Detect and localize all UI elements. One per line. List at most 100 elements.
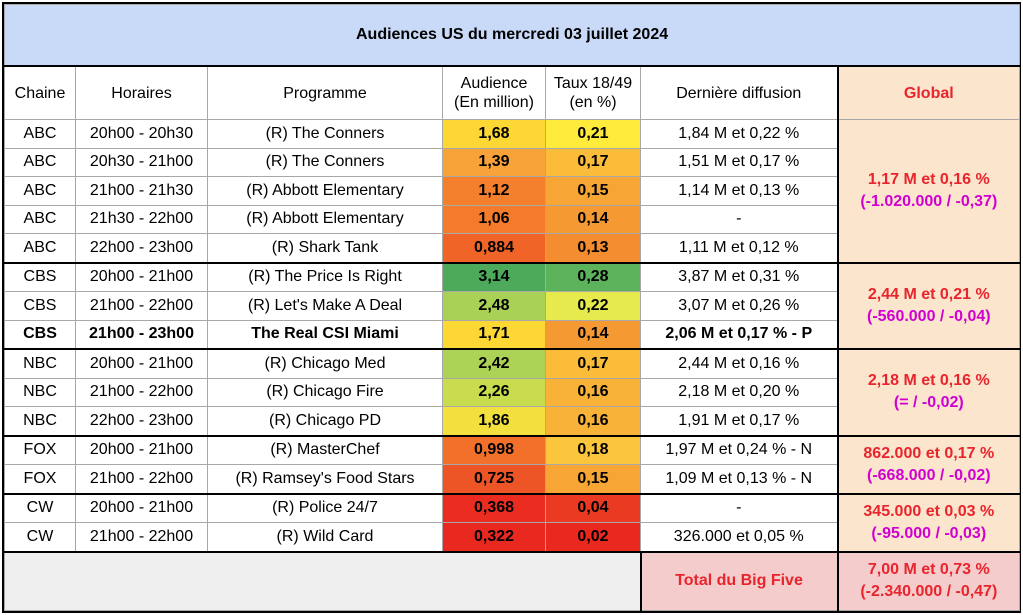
cell-horaires: 21h00 - 22h00 (75, 464, 208, 495)
cell-taux: 0,14 (545, 204, 641, 234)
table-row: ABC 20h00 - 20h30 (R) The Conners 1,68 0,21 1… (4, 119, 1021, 264)
table-row: NBC 22h00 - 23h00 (R) Chicago PD 1,86 0,16 1,… (4, 406, 1020, 437)
header-taux-line2: (en %) (569, 94, 617, 111)
cell-horaires: 22h00 - 23h00 (75, 233, 208, 264)
footer-total-value: 7,00 M et 0,73 % (-2.340.000 / -0,47) (836, 551, 1021, 611)
cell-chaine: FOX (4, 464, 76, 495)
table-row: ABC 21h30 - 22h00 (R) Abbott Elementary 1,0… (4, 204, 1020, 234)
cell-chaine: FOX (4, 435, 76, 465)
cell-taux: 0,04 (545, 493, 641, 523)
cell-horaires: 20h00 - 20h30 (75, 119, 208, 149)
global-abc-delta: (-1.020.000 / -0,37) (860, 192, 998, 210)
cell-programme: (R) Wild Card (207, 522, 443, 553)
header-global: Global (836, 65, 1021, 120)
cell-chaine: CBS (4, 291, 76, 321)
header-audience-line2: (En million) (453, 94, 534, 111)
cell-audience: 2,42 (442, 348, 546, 379)
header-taux: Taux 18/49 (en %) (545, 65, 641, 120)
global-fox-delta: (-668.000 / -0,02) (866, 466, 991, 484)
cell-derniere-diffusion: 1,14 M et 0,13 % (640, 176, 838, 206)
cell-programme: (R) The Conners (207, 119, 443, 149)
cell-derniere-diffusion: 3,07 M et 0,26 % (640, 291, 838, 321)
global-nbc: 2,18 M et 0,16 % (= / -0,02) (836, 348, 1021, 437)
cell-derniere-diffusion: - (640, 493, 838, 523)
cell-programme: (R) Police 24/7 (207, 493, 443, 523)
cell-audience: 2,48 (442, 291, 546, 321)
cell-chaine: ABC (4, 147, 76, 177)
global-abc-main: 1,17 M et 0,16 % (867, 170, 990, 188)
cell-derniere-diffusion: 1,11 M et 0,12 % (640, 233, 838, 264)
cell-taux: 0,14 (545, 319, 641, 350)
cell-taux: 0,13 (545, 233, 641, 264)
cell-audience: 0,322 (442, 522, 546, 553)
cell-programme: (R) Abbott Elementary (207, 176, 443, 206)
cell-horaires: 21h00 - 21h30 (75, 176, 208, 206)
cell-programme: (R) Abbott Elementary (207, 204, 443, 234)
cell-audience: 2,26 (442, 377, 546, 407)
cell-audience: 1,12 (442, 176, 546, 206)
header-chaine: Chaine (4, 65, 76, 120)
table-title: Audiences US du mercredi 03 juillet 2024 (3, 4, 1021, 67)
cell-audience: 1,86 (442, 406, 546, 437)
global-fox: 862.000 et 0,17 % (-668.000 / -0,02) (836, 435, 1021, 495)
footer-empty-cell (4, 551, 642, 611)
cell-programme: (R) Chicago Fire (207, 377, 443, 407)
table-row: CBS 20h00 - 21h00 (R) The Price Is Right 3,… (4, 262, 1021, 350)
header-taux-line1: Taux 18/49 (553, 75, 633, 92)
global-cbs-delta: (-560.000 / -0,04) (866, 307, 991, 325)
cell-horaires: 20h00 - 21h00 (75, 493, 208, 523)
cell-taux: 0,15 (545, 176, 641, 206)
cell-horaires: 21h00 - 22h00 (75, 522, 208, 553)
cell-audience: 0,725 (442, 464, 546, 495)
cell-horaires: 20h00 - 21h00 (75, 348, 208, 379)
table-row: NBC 20h00 - 21h00 (R) Chicago Med 2,42 0,17 2… (4, 348, 1021, 437)
cell-taux: 0,17 (545, 348, 641, 379)
global-nbc-delta: (= / -0,02) (893, 394, 964, 412)
cell-programme: (R) The Conners (207, 147, 443, 177)
cell-taux: 0,02 (545, 522, 641, 553)
cell-chaine: ABC (4, 204, 76, 234)
global-cbs-main: 2,44 M et 0,21 % (867, 285, 990, 303)
cell-chaine: CBS (4, 262, 76, 292)
cell-audience: 3,14 (442, 262, 546, 292)
header-horaires: Horaires (75, 65, 208, 120)
cell-derniere-diffusion: 2,06 M et 0,17 % - P (640, 319, 838, 350)
table-row: CW 20h00 - 21h00 (R) Police 24/7 0,368 0,04-… (4, 493, 1021, 553)
header-derniere-diffusion: Dernière diffusion (640, 65, 838, 120)
cell-chaine: NBC (4, 377, 76, 407)
global-nbc-main: 2,18 M et 0,16 % (867, 372, 990, 390)
cell-derniere-diffusion: 3,87 M et 0,31 % (640, 262, 838, 292)
cell-horaires: 21h00 - 22h00 (75, 377, 208, 407)
cell-chaine: ABC (4, 233, 76, 264)
global-cw-delta: (-95.000 / -0,03) (871, 524, 987, 542)
cell-horaires: 20h00 - 21h00 (75, 435, 208, 465)
cell-programme: The Real CSI Miami (207, 319, 443, 350)
audience-table: Audiences US du mercredi 03 juillet 2024… (3, 4, 1021, 611)
cell-audience: 0,998 (442, 435, 546, 465)
cell-horaires: 21h00 - 22h00 (75, 291, 208, 321)
cell-taux: 0,22 (545, 291, 641, 321)
cell-taux: 0,18 (545, 435, 641, 465)
cell-chaine: CW (4, 493, 76, 523)
table-row: CBS 21h00 - 23h00 The Real CSI Miami 1,71 0,… (4, 319, 1020, 350)
header-audience-line1: Audience (460, 75, 528, 92)
footer-total-delta: (-2.340.000 / -0,47) (860, 583, 998, 600)
table-row: FOX 21h00 - 22h00 (R) Ramsey's Food Stars 0… (4, 464, 1020, 495)
cell-derniere-diffusion: 326.000 et 0,05 % (640, 522, 838, 553)
cell-derniere-diffusion: 1,51 M et 0,17 % (640, 147, 838, 177)
global-cw-main: 345.000 et 0,03 % (863, 502, 995, 520)
footer-total-main: 7,00 M et 0,73 % (867, 561, 990, 578)
cell-derniere-diffusion: 1,97 M et 0,24 % - N (640, 435, 838, 465)
cell-taux: 0,21 (545, 119, 641, 149)
cell-derniere-diffusion: - (640, 204, 838, 234)
cell-derniere-diffusion: 1,09 M et 0,13 % - N (640, 464, 838, 495)
header-programme: Programme (207, 65, 443, 120)
cell-taux: 0,17 (545, 147, 641, 177)
cell-horaires: 20h30 - 21h00 (75, 147, 208, 177)
cell-programme: (R) MasterChef (207, 435, 443, 465)
cell-derniere-diffusion: 1,91 M et 0,17 % (640, 406, 838, 437)
cell-audience: 0,884 (442, 233, 546, 264)
table-row: FOX 20h00 - 21h00 (R) MasterChef 0,998 0,18 1… (4, 435, 1021, 495)
header-audience: Audience (En million) (442, 65, 546, 120)
